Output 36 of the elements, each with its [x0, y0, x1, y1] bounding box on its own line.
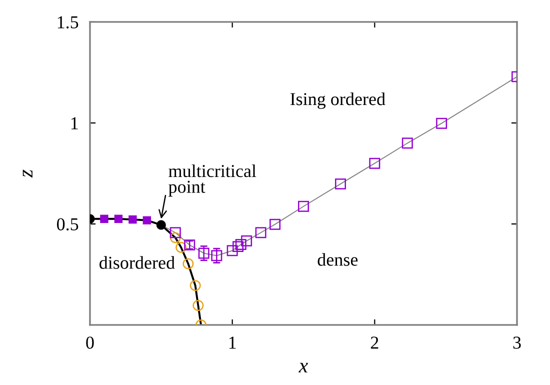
point [190, 280, 201, 292]
x-tick-label: 3 [513, 336, 521, 349]
point [192, 300, 204, 312]
point [232, 241, 244, 252]
point [335, 178, 346, 190]
y-tick-label: 1.5 [58, 16, 78, 28]
y-axis-title: z [22, 170, 32, 178]
point [182, 258, 194, 270]
x-tick-label: 0 [86, 336, 94, 349]
x-axis-title: x [298, 362, 308, 372]
point [270, 218, 281, 230]
annotation: dense [318, 253, 358, 266]
point [114, 214, 123, 223]
point [100, 214, 108, 223]
y-tick-label: 1 [71, 117, 78, 130]
point [128, 215, 137, 224]
x-tick-label: 2 [370, 336, 378, 349]
point [436, 118, 448, 129]
point [176, 242, 187, 253]
point [211, 250, 222, 262]
point [226, 245, 238, 256]
point [142, 216, 152, 224]
y-tick-label: 0.5 [56, 218, 78, 230]
annotation: Ising ordered [290, 92, 386, 109]
point [235, 239, 246, 250]
point [298, 200, 309, 212]
point [402, 138, 413, 149]
point [170, 227, 181, 238]
point [255, 227, 266, 238]
point [241, 235, 252, 246]
annotation: multicritical point [168, 164, 256, 197]
annotation: disordered [100, 256, 175, 269]
point [198, 248, 210, 259]
point [170, 232, 181, 244]
point [369, 158, 380, 169]
x-tick-label: 1 [229, 336, 236, 349]
